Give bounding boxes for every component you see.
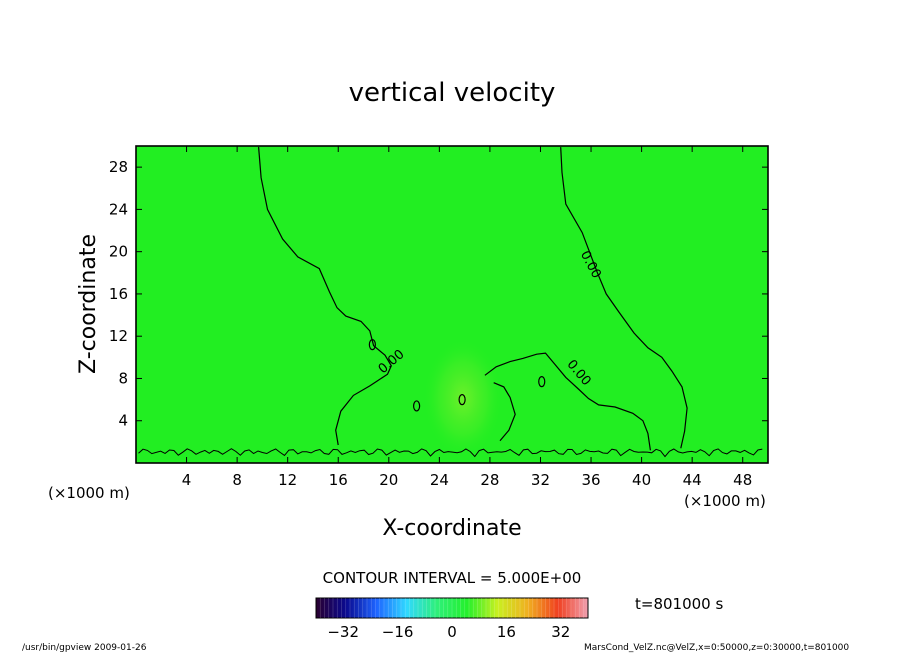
y-tick-label: 20	[109, 243, 128, 261]
colorbar-tick-label: 16	[497, 623, 516, 641]
x-tick-label: 4	[182, 471, 192, 489]
footer-right: MarsCond_VelZ.nc@VelZ,x=0:50000,z=0:3000…	[584, 643, 850, 653]
x-tick-label: 16	[329, 471, 348, 489]
contour-layer	[138, 147, 763, 458]
x-axis-label: X-coordinate	[382, 516, 521, 541]
x-axis-ticks: 4 8 12 16 20 24 28 32 36 40 44 48	[182, 146, 752, 489]
colorbar-tick-label: 32	[551, 623, 570, 641]
colorbar-ticks: −32 −16 0 16 32	[327, 623, 570, 641]
contour-loop	[458, 394, 466, 406]
chart-title: vertical velocity	[349, 78, 556, 108]
y-axis-label: Z-coordinate	[76, 234, 101, 374]
y-tick-label: 16	[109, 285, 128, 303]
x-tick-label: 8	[232, 471, 242, 489]
contour-line-dip	[493, 382, 516, 442]
y-axis-ticks: 4 8 12 16 20 24 28	[109, 158, 768, 430]
x-tick-label: 20	[379, 471, 398, 489]
x-tick-label: 48	[733, 471, 752, 489]
contour-loop	[368, 339, 376, 351]
contour-line-mid	[484, 352, 651, 451]
contour-line-right	[560, 147, 688, 449]
y-tick-label: 28	[109, 158, 128, 176]
x-tick-label: 12	[278, 471, 297, 489]
contour-loop	[538, 376, 546, 388]
x-axis-unit-left: (×1000 m)	[48, 484, 130, 502]
x-tick-label: 40	[632, 471, 651, 489]
contour-line-left	[258, 147, 392, 446]
updraft-glow	[423, 338, 503, 458]
y-tick-label: 24	[109, 200, 128, 218]
footer-left: /usr/bin/gpview 2009-01-26	[22, 643, 147, 653]
x-axis-unit-right: (×1000 m)	[684, 492, 766, 510]
y-tick-label: 8	[118, 369, 128, 387]
y-tick-label: 12	[109, 327, 128, 345]
plot-frame	[135, 145, 769, 464]
contour-line-surface	[138, 448, 763, 458]
colorbar-stripes	[319, 598, 585, 618]
colorbar-tick-label: −32	[327, 623, 359, 641]
x-tick-label: 24	[430, 471, 449, 489]
colorbar-tick-label: 0	[447, 623, 457, 641]
colorbar-tick-label: −16	[382, 623, 414, 641]
x-tick-label: 36	[581, 471, 600, 489]
x-tick-label: 32	[531, 471, 550, 489]
colorbar	[315, 597, 589, 619]
contour-loop	[413, 400, 421, 412]
x-tick-label: 44	[683, 471, 702, 489]
x-tick-label: 28	[480, 471, 499, 489]
time-label: t=801000 s	[635, 595, 723, 613]
contour-interval-label: CONTOUR INTERVAL = 5.000E+00	[323, 569, 582, 587]
y-tick-label: 4	[118, 412, 128, 430]
